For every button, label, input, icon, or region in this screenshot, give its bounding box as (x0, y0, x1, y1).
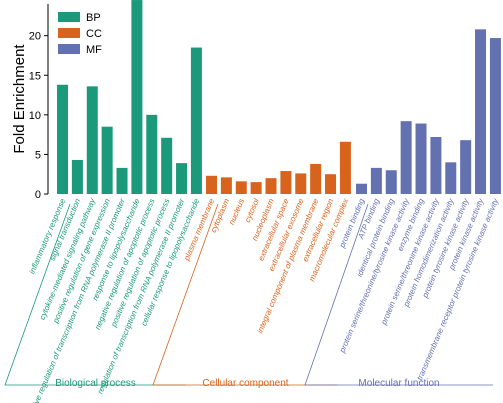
group-label-mf: Molecular function (358, 378, 439, 389)
bar-mf (489, 38, 501, 194)
y-axis: Fold Enrichment 0 5 10 15 20 (11, 4, 49, 201)
group-label-bp: Biological process (55, 378, 136, 389)
group-bracket-cc (152, 203, 338, 386)
legend-label-bp: BP (86, 12, 101, 24)
bar-bp (71, 159, 83, 194)
bar-cc (235, 181, 247, 194)
bar-cc (206, 175, 217, 194)
legend-swatch-bp (58, 12, 80, 22)
bar-cc (295, 173, 307, 194)
bar-bp (161, 137, 173, 194)
bar-cc (339, 141, 351, 194)
y-tick-label: 0 (35, 189, 41, 201)
bar-mf (370, 167, 382, 194)
bar-cc (280, 171, 292, 194)
bar-bp (131, 0, 143, 194)
bar-bp (176, 163, 188, 194)
bar-mf (445, 162, 457, 194)
y-tick-label: 20 (29, 31, 41, 43)
y-tick-label: 15 (29, 70, 41, 82)
group-bracket-mf (304, 203, 493, 386)
bar-cc (310, 163, 322, 194)
legend-label-mf: MF (86, 44, 102, 56)
bar-bp (146, 114, 158, 194)
bar-bp (190, 47, 202, 194)
bar-mf (415, 123, 427, 194)
legend: BP CC MF (58, 12, 102, 56)
legend-swatch-cc (58, 28, 80, 38)
bar-mf (475, 29, 487, 195)
bar-cc (220, 177, 232, 194)
bar-bp (101, 126, 113, 194)
bar-group (57, 0, 501, 195)
bar-cc (250, 182, 262, 194)
y-axis-label: Fold Enrichment (11, 44, 28, 154)
bar-cc (265, 178, 277, 194)
bar-cc (325, 174, 337, 194)
bar-mf (356, 183, 367, 194)
bar-bp (57, 84, 68, 194)
group-label-cc: Cellular component (202, 378, 288, 389)
bar-bp (116, 167, 128, 194)
y-tick-group: 0 5 10 15 20 (29, 31, 48, 201)
legend-label-cc: CC (86, 28, 102, 40)
bar-mf (400, 121, 412, 194)
y-tick-label: 5 (35, 149, 41, 161)
legend-swatch-mf (58, 44, 80, 54)
bar-mf (385, 170, 397, 194)
bar-bp (86, 86, 98, 194)
group-bracket-bp (4, 203, 186, 386)
category-group-brackets: Biological process Cellular component Mole… (4, 203, 493, 389)
bar-mf (460, 140, 472, 194)
bar-mf (430, 137, 442, 194)
y-tick-label: 10 (29, 110, 41, 122)
